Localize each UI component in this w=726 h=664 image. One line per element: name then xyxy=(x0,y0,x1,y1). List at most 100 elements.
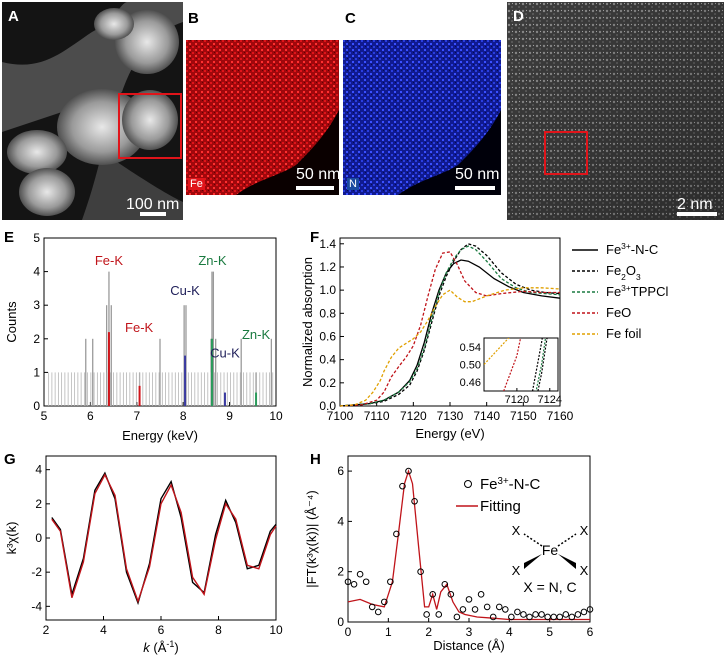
peak-annotation: Cu-K xyxy=(170,283,200,298)
data-point xyxy=(526,613,533,621)
n-eds-map xyxy=(343,40,501,195)
ligand-label: X xyxy=(512,523,521,538)
eds-spectrum-chart: E5 6 7 8 9 10012345Fe-KFe-KCu-KZn-KZn-KCu-KEn… xyxy=(4,229,283,443)
data-point xyxy=(447,591,455,598)
x-tick-label: 8 xyxy=(180,409,187,423)
y-tick-label: 0.0 xyxy=(319,399,336,413)
x-tick-label: 6 xyxy=(158,623,165,637)
y-tick-label: 3 xyxy=(33,298,40,312)
element-label: N xyxy=(347,178,359,190)
wedge-bond xyxy=(524,554,542,569)
x-axis-label: Distance (Å) xyxy=(433,638,505,653)
wedge-bond xyxy=(558,554,576,569)
data-point xyxy=(471,606,479,613)
plot-frame xyxy=(45,455,277,621)
data-point xyxy=(514,608,521,616)
data-point xyxy=(538,611,545,618)
peak-annotation: Cu-K xyxy=(210,345,240,360)
region-highlight-box xyxy=(118,93,182,159)
legend-label: Fe3+TPPCl xyxy=(606,283,668,299)
data-point xyxy=(556,613,564,621)
panel-a: A 100 nm xyxy=(2,2,183,220)
inset-y-tick-label: 0.50 xyxy=(460,360,481,372)
data-point xyxy=(532,611,539,618)
x-tick-label: 2 xyxy=(425,625,432,639)
y-tick-label: 1 xyxy=(33,365,40,379)
data-point xyxy=(423,611,430,618)
data-point xyxy=(411,497,418,505)
x-tick-label: 6 xyxy=(587,625,594,639)
y-tick-label: 2 xyxy=(35,497,42,511)
y-axis-label: Normalized absorption xyxy=(300,257,315,387)
scale-bar xyxy=(455,186,495,190)
data-point xyxy=(520,611,527,618)
panel-label: H xyxy=(310,451,321,468)
data-point xyxy=(574,611,582,618)
y-tick-label: 4 xyxy=(33,265,40,279)
x-tick-label: 7150 xyxy=(510,409,537,423)
data-point xyxy=(435,611,443,618)
x-tick-label: 2 xyxy=(43,623,50,637)
legend-label: FeO xyxy=(606,305,631,320)
x-axis-label: k (Å-1) xyxy=(143,639,178,655)
ligand-label: X xyxy=(512,563,521,578)
x-tick-label: 4 xyxy=(100,623,107,637)
data-point xyxy=(489,613,497,621)
y-tick-label: 0 xyxy=(33,399,40,413)
x-tick-label: 8 xyxy=(215,623,222,637)
x-tick-label: 10 xyxy=(269,623,283,637)
x-tick-label: 7110 xyxy=(364,409,390,423)
data-point xyxy=(495,603,503,611)
scale-bar xyxy=(140,212,166,216)
ac-haadf-stem-image xyxy=(507,2,724,220)
x-tick-label: 1 xyxy=(385,625,392,639)
panel-d: D 2 nm xyxy=(507,2,724,220)
data-point xyxy=(393,530,400,538)
k-space-line xyxy=(51,473,277,604)
x-axis-label: Energy (eV) xyxy=(415,426,484,441)
panel-label: D xyxy=(513,8,524,25)
y-tick-label: -4 xyxy=(31,599,42,613)
y-tick-label: 0 xyxy=(35,531,42,545)
y-axis-label: Counts xyxy=(4,301,19,343)
x-tick-label: 5 xyxy=(546,625,553,639)
x-tick-label: 7140 xyxy=(473,409,500,423)
exafs-k-space-chart: G 2 4 6 8 10 -4 -2 0 2 4 k (Å-1) k³χ(k) xyxy=(4,451,283,655)
y-tick-label: 0.4 xyxy=(319,353,336,367)
data-point xyxy=(374,608,382,616)
data-point xyxy=(580,608,588,616)
element-label: Fe xyxy=(188,178,205,190)
y-tick-label: 5 xyxy=(33,231,40,245)
y-tick-label: 4 xyxy=(337,514,344,528)
x-tick-label: 4 xyxy=(506,625,513,639)
legend-label: Fe foil xyxy=(606,326,642,341)
xanes-series-line xyxy=(339,287,561,407)
data-point xyxy=(417,568,424,575)
panel-label: G xyxy=(4,451,16,468)
data-point xyxy=(429,591,436,598)
panel-c: C N 50 nm xyxy=(343,2,501,220)
ligand-label: X xyxy=(580,523,589,538)
scale-bar-label: 50 nm xyxy=(455,166,500,183)
data-point xyxy=(459,606,467,613)
y-axis-label: |FT(k³χ(k))| (Å⁻⁴) xyxy=(304,490,319,588)
peak-annotation: Fe-K xyxy=(95,253,124,268)
x-tick-label: 7120 xyxy=(400,409,427,423)
x-tick-label: 7130 xyxy=(437,409,464,423)
x-tick-label: 0 xyxy=(345,625,352,639)
panel-label: E xyxy=(4,229,14,246)
y-tick-label: 6 xyxy=(337,464,344,478)
x-tick-label: 10 xyxy=(269,409,283,423)
data-point xyxy=(344,578,352,586)
data-point xyxy=(586,606,594,613)
x-axis-label: Energy (keV) xyxy=(122,428,198,443)
y-tick-label: 4 xyxy=(35,463,42,477)
data-point xyxy=(381,598,388,606)
y-tick-label: 1.0 xyxy=(319,283,336,297)
x-tick-label: 7160 xyxy=(547,409,574,423)
k-space-line xyxy=(51,471,277,606)
data-point xyxy=(405,467,412,475)
peak-annotation: Fe-K xyxy=(125,320,154,335)
scale-bar-label: 50 nm xyxy=(296,166,341,183)
data-point xyxy=(483,603,491,611)
